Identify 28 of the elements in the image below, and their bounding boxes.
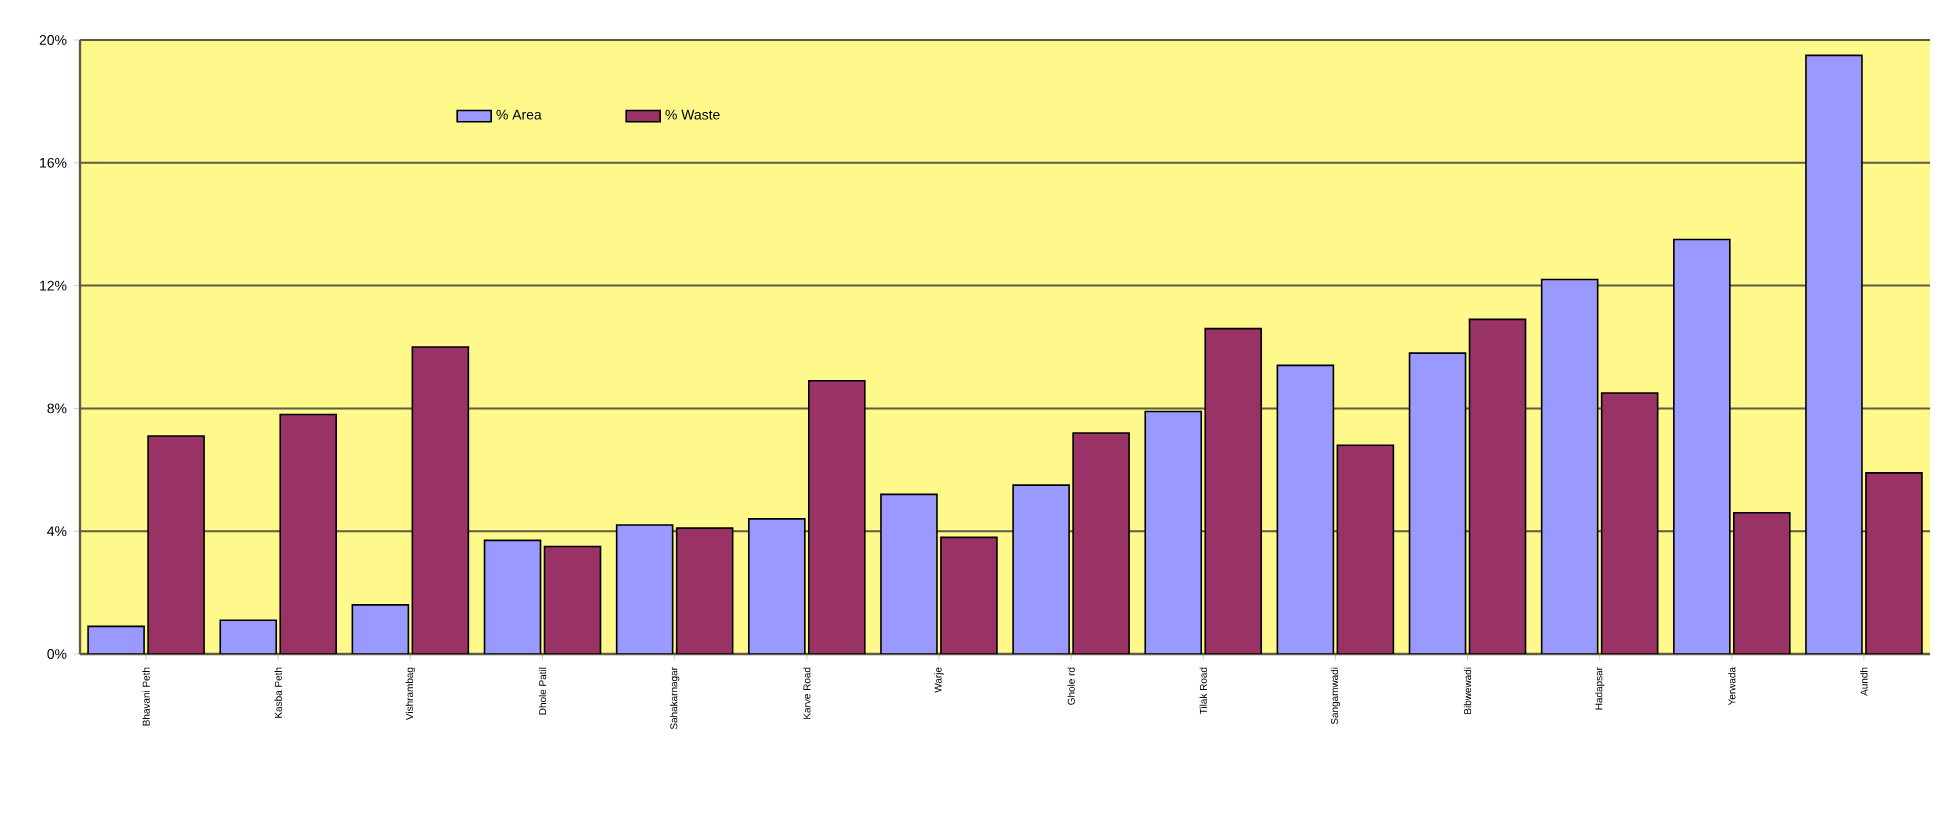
bar [279, 413, 338, 654]
bar [1144, 410, 1203, 654]
bar [1336, 444, 1395, 654]
bar [1733, 511, 1791, 654]
bar [808, 379, 866, 654]
bar [483, 539, 542, 654]
bar [748, 518, 806, 654]
bar [675, 527, 734, 654]
bar [940, 536, 998, 654]
bar [1865, 472, 1923, 654]
bar [411, 346, 470, 654]
bar [88, 626, 145, 654]
bar [1805, 54, 1863, 654]
bar [1600, 392, 1659, 654]
bar [1540, 278, 1599, 654]
bar [543, 545, 602, 654]
bar [1673, 238, 1731, 654]
bar [1204, 327, 1263, 654]
bar [1468, 318, 1527, 654]
bar [880, 493, 938, 654]
bar [1408, 352, 1467, 654]
bar [1012, 484, 1070, 654]
bar [615, 524, 674, 654]
bar [1276, 364, 1335, 654]
bar [147, 435, 205, 654]
bar [219, 619, 278, 654]
bar [1072, 432, 1130, 654]
bar [351, 604, 410, 654]
